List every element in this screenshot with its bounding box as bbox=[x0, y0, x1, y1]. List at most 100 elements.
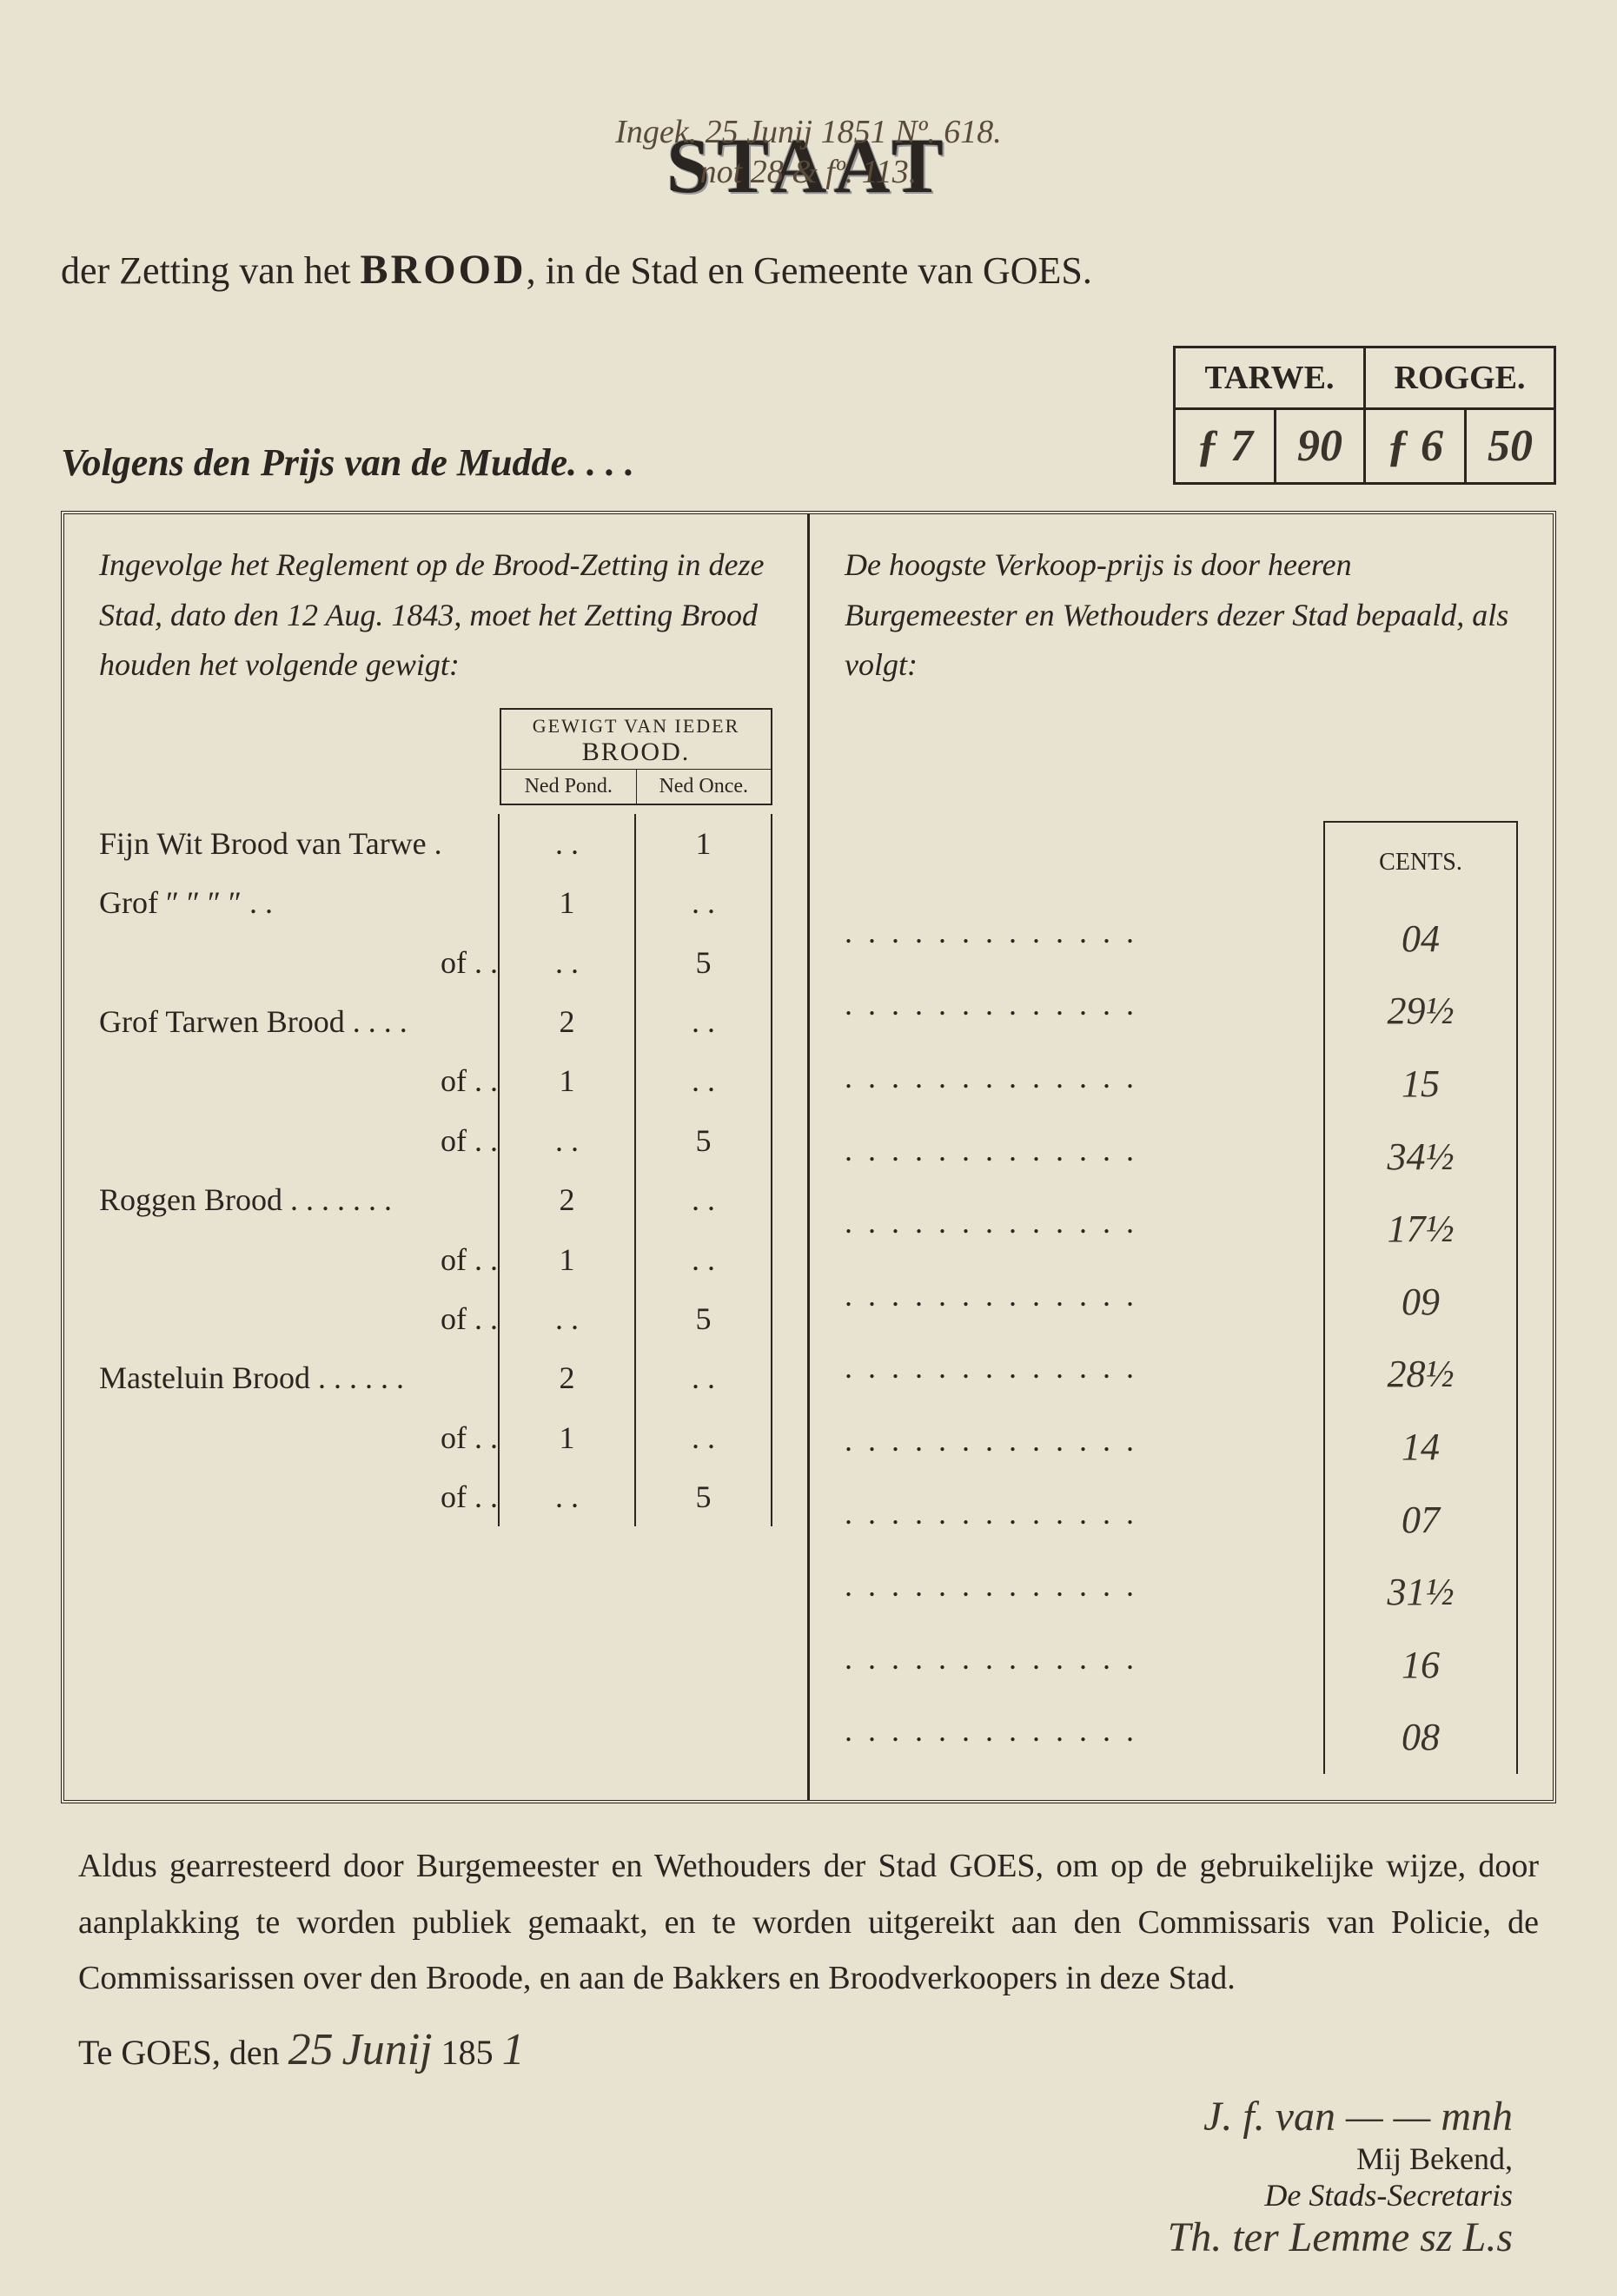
price-cents: 31½ bbox=[1323, 1556, 1518, 1629]
price-dots: . . . . . . . . . . . . . bbox=[845, 975, 1323, 1048]
subtitle-bold: BROOD bbox=[361, 247, 527, 293]
main-box: Ingevolge het Reglement op de Brood-Zett… bbox=[61, 511, 1556, 1803]
row-once: 5 bbox=[635, 1467, 772, 1526]
mij-bekend: Mij Bekend, bbox=[104, 2141, 1513, 2177]
row-label: Masteluin Brood . . . . . . bbox=[99, 1348, 498, 1407]
price-dots: . . . . . . . . . . . . . bbox=[845, 1629, 1323, 1702]
annotation-line1: Ingek. 25 Junij 1851 Nº. 618. bbox=[35, 113, 1582, 153]
row-once: 5 bbox=[635, 1111, 772, 1170]
row-label: Fijn Wit Brood van Tarwe . bbox=[99, 814, 498, 873]
table-row: Grof ″ ″ ″ ″ . .1. . bbox=[99, 873, 772, 932]
row-once: . . bbox=[635, 1170, 772, 1229]
row-label: Grof ″ ″ ″ ″ . . bbox=[99, 873, 498, 932]
col-pond: Ned Pond. bbox=[501, 770, 637, 804]
col-once: Ned Once. bbox=[637, 770, 772, 804]
date-day: 25 bbox=[288, 2024, 334, 2075]
date-year-end: 1 bbox=[502, 2024, 525, 2075]
price-dots: . . . . . . . . . . . . . bbox=[845, 1556, 1323, 1629]
price-row: . . . . . . . . . . . . .08 bbox=[845, 1701, 1518, 1774]
annotation-line2: not 28 & fº. 113. bbox=[35, 153, 1582, 193]
col-tarwe: TARWE. bbox=[1175, 347, 1365, 409]
closing-text: Aldus gearresteerd door Burgemeester en … bbox=[35, 1803, 1582, 2007]
date-pre: Te GOES, den bbox=[78, 2032, 280, 2073]
row-pond: 2 bbox=[498, 1348, 635, 1407]
table-row: of . .1. . bbox=[99, 1230, 772, 1289]
col-rogge: ROGGE. bbox=[1365, 347, 1555, 409]
row-once: 5 bbox=[635, 1289, 772, 1348]
price-cents: 07 bbox=[1323, 1484, 1518, 1557]
table-row: Grof Tarwen Brood . . . .2. . bbox=[99, 992, 772, 1051]
table-row: of . .. .5 bbox=[99, 933, 772, 992]
tarwe-cents: 90 bbox=[1276, 409, 1365, 484]
subtitle: der Zetting van het BROOD, in de Stad en… bbox=[35, 246, 1582, 294]
row-label: of . . bbox=[99, 1111, 498, 1170]
row-pond: 1 bbox=[498, 1408, 635, 1467]
price-cents: 29½ bbox=[1323, 975, 1518, 1048]
row-once: 5 bbox=[635, 933, 772, 992]
right-intro: De hoogste Verkoop-prijs is door heeren … bbox=[845, 540, 1518, 691]
row-label: Roggen Brood . . . . . . . bbox=[99, 1170, 498, 1229]
price-cents: 17½ bbox=[1323, 1193, 1518, 1266]
price-dots: . . . . . . . . . . . . . bbox=[845, 1701, 1323, 1774]
price-rows: . . . . . . . . . . . . .04. . . . . . .… bbox=[845, 903, 1518, 1774]
subtitle-post: , in de Stad en Gemeente van GOES. bbox=[527, 249, 1092, 292]
row-once: . . bbox=[635, 1051, 772, 1110]
price-dots: . . . . . . . . . . . . . bbox=[845, 1266, 1323, 1339]
row-pond: 2 bbox=[498, 1170, 635, 1229]
table-row: of . .1. . bbox=[99, 1408, 772, 1467]
rogge-guilders: ƒ 6 bbox=[1365, 409, 1466, 484]
price-mudde-table: TARWE. ROGGE. ƒ 7 90 ƒ 6 50 bbox=[1173, 346, 1556, 485]
price-cents: 08 bbox=[1323, 1701, 1518, 1774]
price-row: . . . . . . . . . . . . .28½ bbox=[845, 1338, 1518, 1411]
price-row: . . . . . . . . . . . . .16 bbox=[845, 1629, 1518, 1702]
price-dots: . . . . . . . . . . . . . bbox=[845, 1193, 1323, 1266]
date-year-pre: 185 bbox=[441, 2032, 494, 2073]
row-once: . . bbox=[635, 1408, 772, 1467]
row-once: 1 bbox=[635, 814, 772, 873]
weight-header-big: BROOD. bbox=[501, 738, 771, 767]
row-pond: . . bbox=[498, 1467, 635, 1526]
weight-rows: Fijn Wit Brood van Tarwe .. .1Grof ″ ″ ″… bbox=[99, 814, 772, 1527]
row-label: of . . bbox=[99, 1230, 498, 1289]
price-dots: . . . . . . . . . . . . . bbox=[845, 1484, 1323, 1557]
row-label: of . . bbox=[99, 1467, 498, 1526]
price-dots: . . . . . . . . . . . . . bbox=[845, 903, 1323, 976]
price-cents: 34½ bbox=[1323, 1121, 1518, 1194]
row-once: . . bbox=[635, 1230, 772, 1289]
price-cents: 15 bbox=[1323, 1048, 1518, 1121]
table-row: Fijn Wit Brood van Tarwe .. .1 bbox=[99, 814, 772, 873]
price-row: . . . . . . . . . . . . .29½ bbox=[845, 975, 1518, 1048]
price-row: . . . . . . . . . . . . .31½ bbox=[845, 1556, 1518, 1629]
price-cents: 14 bbox=[1323, 1411, 1518, 1484]
price-cents: 04 bbox=[1323, 903, 1518, 976]
table-row: of . .. .5 bbox=[99, 1467, 772, 1526]
row-once: . . bbox=[635, 873, 772, 932]
date-month: Junij bbox=[342, 2024, 433, 2075]
row-pond: 1 bbox=[498, 873, 635, 932]
tarwe-guilders: ƒ 7 bbox=[1175, 409, 1276, 484]
table-row: Masteluin Brood . . . . . .2. . bbox=[99, 1348, 772, 1407]
price-row: . . . . . . . . . . . . .14 bbox=[845, 1411, 1518, 1484]
price-cents: 28½ bbox=[1323, 1338, 1518, 1411]
row-label: of . . bbox=[99, 933, 498, 992]
price-row: . . . . . . . . . . . . .15 bbox=[845, 1048, 1518, 1121]
price-cents: 09 bbox=[1323, 1266, 1518, 1339]
row-once: . . bbox=[635, 1348, 772, 1407]
signature-1: J. f. van — — mnh bbox=[104, 2093, 1513, 2141]
price-row: . . . . . . . . . . . . .09 bbox=[845, 1266, 1518, 1339]
price-dots: . . . . . . . . . . . . . bbox=[845, 1048, 1323, 1121]
table-row: of . .1. . bbox=[99, 1051, 772, 1110]
role-secretaris: De Stads-Secretaris bbox=[104, 2177, 1513, 2213]
row-label: of . . bbox=[99, 1289, 498, 1348]
table-row: of . .. .5 bbox=[99, 1289, 772, 1348]
table-row: of . .. .5 bbox=[99, 1111, 772, 1170]
row-label: of . . bbox=[99, 1051, 498, 1110]
rogge-cents: 50 bbox=[1466, 409, 1555, 484]
price-row: . . . . . . . . . . . . .34½ bbox=[845, 1121, 1518, 1194]
row-pond: . . bbox=[498, 1111, 635, 1170]
price-cents: 16 bbox=[1323, 1629, 1518, 1702]
row-pond: 1 bbox=[498, 1230, 635, 1289]
signature-2: Th. ter Lemme sz L.s bbox=[104, 2213, 1513, 2261]
subtitle-pre: der Zetting van het bbox=[61, 249, 361, 292]
price-row: . . . . . . . . . . . . .04 bbox=[845, 903, 1518, 976]
